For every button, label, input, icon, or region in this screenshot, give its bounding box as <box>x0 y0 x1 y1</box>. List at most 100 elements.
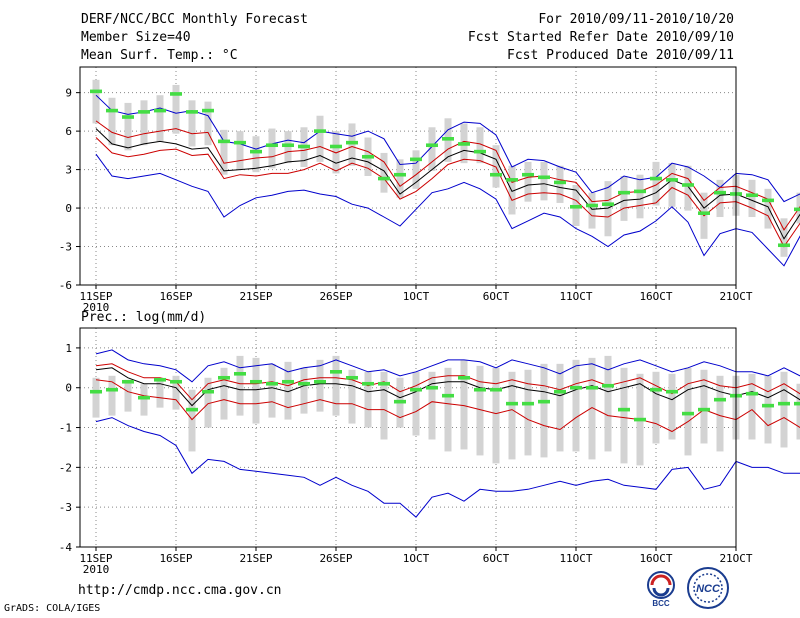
observed-mark <box>362 154 374 159</box>
x-tick-label: 21SEP <box>239 290 272 303</box>
observed-mark <box>234 140 246 145</box>
spread-bar <box>780 371 788 448</box>
observed-mark <box>746 193 758 198</box>
observed-mark <box>138 110 150 114</box>
observed-mark <box>634 189 646 194</box>
x-tick-label: 21SEP <box>239 552 272 565</box>
observed-mark <box>378 381 390 386</box>
precip-label: Prec.: log(mm/d) <box>81 310 207 325</box>
spread-bar <box>588 192 596 229</box>
observed-mark <box>762 198 774 203</box>
observed-mark <box>794 207 800 212</box>
observed-mark <box>218 139 230 144</box>
observed-mark <box>554 180 566 185</box>
observed-mark <box>474 387 486 392</box>
x-tick-label: 16SEP <box>159 290 192 303</box>
spread-bar <box>652 371 660 444</box>
observed-mark <box>154 377 166 382</box>
observed-mark <box>346 140 358 145</box>
ncc-logo-icon: NCC <box>687 567 729 609</box>
spread-bar <box>556 165 564 203</box>
observed-mark <box>282 379 294 384</box>
bcc-logo-text: BCC <box>652 599 670 608</box>
series-ensemble-mean <box>95 128 800 240</box>
y-tick-label: -3 <box>59 501 72 514</box>
observed-mark <box>170 379 182 384</box>
spread-bar <box>172 84 180 134</box>
y-tick-label: -1 <box>59 422 72 435</box>
observed-mark <box>394 172 406 177</box>
spread-bar <box>188 389 196 452</box>
spread-bar <box>780 218 788 257</box>
spread-bar <box>268 363 276 418</box>
spread-bar <box>716 179 724 218</box>
y-tick-label: 0 <box>65 382 72 395</box>
spread-bar <box>764 375 772 444</box>
observed-mark <box>234 371 246 376</box>
forecast-period: For 2010/09/11-2010/10/20 <box>538 12 734 27</box>
spread-bar <box>620 367 628 464</box>
observed-mark <box>202 108 214 113</box>
y-tick-label: -6 <box>59 279 72 292</box>
spread-bar <box>380 371 388 440</box>
spread-bar <box>92 377 100 418</box>
bcc-logo: BCC <box>640 568 682 608</box>
observed-mark <box>122 379 134 384</box>
x-tick-label: 16SEP <box>159 552 192 565</box>
footer-credit: GrADS: COLA/IGES <box>4 603 101 614</box>
observed-mark <box>538 399 550 404</box>
y-tick-label: -2 <box>59 461 72 474</box>
spread-bar <box>428 371 436 440</box>
plot-frame <box>79 327 737 548</box>
spread-bar <box>716 375 724 452</box>
spread-bar <box>412 371 420 436</box>
observed-mark <box>778 243 790 248</box>
observed-mark <box>250 379 262 384</box>
spread-bar <box>540 363 548 458</box>
x-tick-label: 26SEP <box>319 290 352 303</box>
observed-mark <box>602 383 614 388</box>
spread-bar <box>204 101 212 146</box>
observed-mark <box>778 401 790 406</box>
spread-bar <box>444 367 452 452</box>
footer-url[interactable]: http://cmdp.ncc.cma.gov.cn <box>78 583 282 598</box>
chart-title: DERF/NCC/BCC Monthly Forecast <box>81 12 308 27</box>
observed-mark <box>410 157 422 162</box>
variable-label: Mean Surf. Temp.: °C <box>81 48 238 63</box>
spread-bar <box>748 179 756 218</box>
observed-mark <box>314 129 326 133</box>
panel-temp: -6 -3 0 3 6 9 11SEP 16SEP 21SEP 26SEP 1OCT 6OCT 11OC… <box>59 66 800 314</box>
observed-mark <box>618 190 630 195</box>
observed-mark <box>170 92 182 96</box>
y-tick-label: 6 <box>65 125 72 138</box>
spread-bar <box>604 355 612 452</box>
observed-mark <box>570 385 582 390</box>
observed-mark <box>714 397 726 402</box>
spread-bar <box>492 367 500 464</box>
spread-bar <box>508 371 516 460</box>
observed-mark <box>762 403 774 408</box>
refer-date: Fcst Started Refer Date 2010/09/10 <box>467 30 734 45</box>
observed-mark <box>282 143 294 148</box>
observed-mark <box>394 399 406 404</box>
produced-date: Fcst Produced Date 2010/09/11 <box>507 48 734 63</box>
spread-bar <box>156 377 164 408</box>
observed-mark <box>154 108 166 113</box>
x-year-label: 2010 <box>83 301 110 314</box>
observed-mark <box>330 370 342 374</box>
observed-mark <box>346 375 358 380</box>
x-tick-label: 21OCT <box>719 290 752 303</box>
plot-frame <box>79 66 737 286</box>
observed-mark <box>330 144 342 149</box>
observed-mark <box>250 149 262 154</box>
observed-mark <box>298 144 310 149</box>
x-tick-label: 11OCT <box>559 290 592 303</box>
spread-bar <box>700 369 708 444</box>
series-upper-mid <box>95 120 800 231</box>
series-lower-bound <box>95 417 800 518</box>
spread-bar <box>524 161 532 202</box>
observed-mark <box>666 389 678 394</box>
observed-mark <box>666 178 678 182</box>
spread-bar <box>316 359 324 412</box>
spread-bar <box>284 361 292 420</box>
